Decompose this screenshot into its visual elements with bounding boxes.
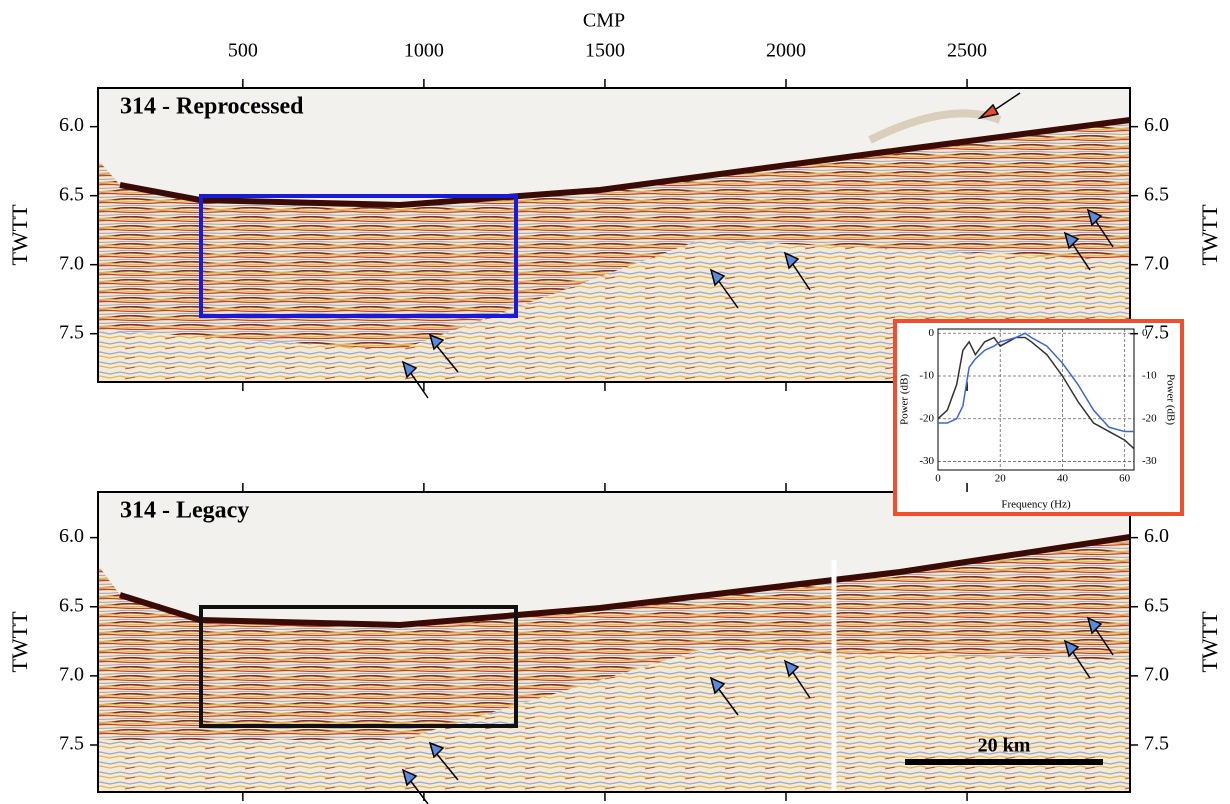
y-tick-label: 7.0 xyxy=(59,252,84,274)
y-tick-label: -20 xyxy=(1142,412,1157,424)
x-tick-label: 500 xyxy=(228,40,258,62)
y-tick-label: 7.0 xyxy=(1144,663,1169,685)
y-tick-label: 6.5 xyxy=(59,183,84,205)
y-axis-title: Power (dB) xyxy=(1164,374,1176,425)
x-tick-label: 40 xyxy=(1057,473,1069,485)
y-tick-label: 7.0 xyxy=(59,663,84,685)
y-tick-label: -10 xyxy=(919,370,934,382)
y-tick-label: 6.0 xyxy=(1144,114,1169,136)
y-axis-title: TWTT xyxy=(7,611,32,673)
x-axis-title: Frequency (Hz) xyxy=(1001,499,1071,511)
y-tick-label: 6.0 xyxy=(59,525,84,547)
y-tick-label: 7.5 xyxy=(59,733,84,755)
y-axis-title: TWTT xyxy=(7,204,32,266)
panel-title: 314 - Reprocessed xyxy=(120,94,304,120)
y-tick-label: 7.5 xyxy=(59,321,84,343)
x-tick-label: 0 xyxy=(935,473,941,485)
y-tick-label: 6.5 xyxy=(1144,183,1169,205)
y-tick-label: 6.5 xyxy=(1144,594,1169,616)
y-tick-label: -30 xyxy=(1142,455,1157,467)
y-tick-label: -20 xyxy=(919,412,934,424)
figure: 314 - ReprocessedCMP50010001500200025006… xyxy=(0,0,1230,804)
y-tick-label: 0 xyxy=(1142,327,1148,339)
panel-title: 314 - Legacy xyxy=(120,498,249,524)
x-tick-label: 1500 xyxy=(585,40,625,62)
y-tick-label: 6.0 xyxy=(59,114,84,136)
scale-bar-label: 20 km xyxy=(978,735,1031,757)
y-tick-label: 6.5 xyxy=(59,594,84,616)
y-tick-label: 6.0 xyxy=(1144,525,1169,547)
x-tick-label: 20 xyxy=(995,473,1007,485)
x-tick-label: 60 xyxy=(1119,473,1131,485)
y-tick-label: 7.0 xyxy=(1144,252,1169,274)
y-axis-title: Power (dB) xyxy=(899,374,911,425)
x-axis-title: CMP xyxy=(583,10,625,32)
y-tick-label: 7.5 xyxy=(1144,733,1169,755)
x-tick-label: 2500 xyxy=(947,40,987,62)
y-tick-label: 0 xyxy=(929,327,935,339)
x-tick-label: 2000 xyxy=(766,40,806,62)
y-tick-label: 7.5 xyxy=(1144,321,1169,343)
x-tick-label: 1000 xyxy=(404,40,444,62)
y-axis-title: TWTT xyxy=(1197,611,1222,673)
y-tick-label: -30 xyxy=(919,455,934,467)
y-axis-title: TWTT xyxy=(1197,204,1222,266)
y-tick-label: -10 xyxy=(1142,370,1157,382)
